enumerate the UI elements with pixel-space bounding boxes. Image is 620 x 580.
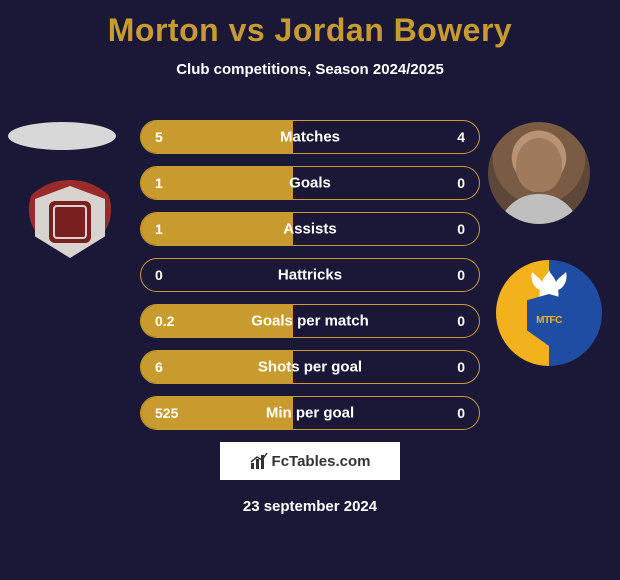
stat-label: Min per goal	[141, 405, 479, 422]
chart-icon	[250, 452, 268, 470]
stat-label: Hattricks	[141, 267, 479, 284]
right-badge-shield: MTFC	[527, 294, 571, 346]
stat-row: 54Matches	[140, 120, 480, 154]
stat-row: 5250Min per goal	[140, 396, 480, 430]
stat-row: 10Assists	[140, 212, 480, 246]
stat-label: Assists	[141, 221, 479, 238]
stat-label: Shots per goal	[141, 359, 479, 376]
stat-label: Goals	[141, 175, 479, 192]
stat-row: 10Goals	[140, 166, 480, 200]
stat-row: 0.20Goals per match	[140, 304, 480, 338]
stat-label: Goals per match	[141, 313, 479, 330]
page-title: Morton vs Jordan Bowery	[0, 0, 620, 49]
footer-brand-box: FcTables.com	[220, 442, 400, 480]
left-club-badge	[20, 180, 120, 264]
footer-brand-text: FcTables.com	[272, 453, 371, 470]
stat-label: Matches	[141, 129, 479, 146]
right-player-avatar	[488, 122, 590, 224]
footer-date: 23 september 2024	[0, 498, 620, 515]
right-club-badge: MTFC	[496, 260, 602, 366]
stat-row: 00Hattricks	[140, 258, 480, 292]
left-player-avatar	[8, 122, 116, 150]
page-subtitle: Club competitions, Season 2024/2025	[0, 61, 620, 78]
stat-row: 60Shots per goal	[140, 350, 480, 384]
stats-container: 54Matches 10Goals 10Assists 00Hattricks 0.20…	[140, 120, 480, 442]
right-badge-text: MTFC	[536, 315, 562, 326]
